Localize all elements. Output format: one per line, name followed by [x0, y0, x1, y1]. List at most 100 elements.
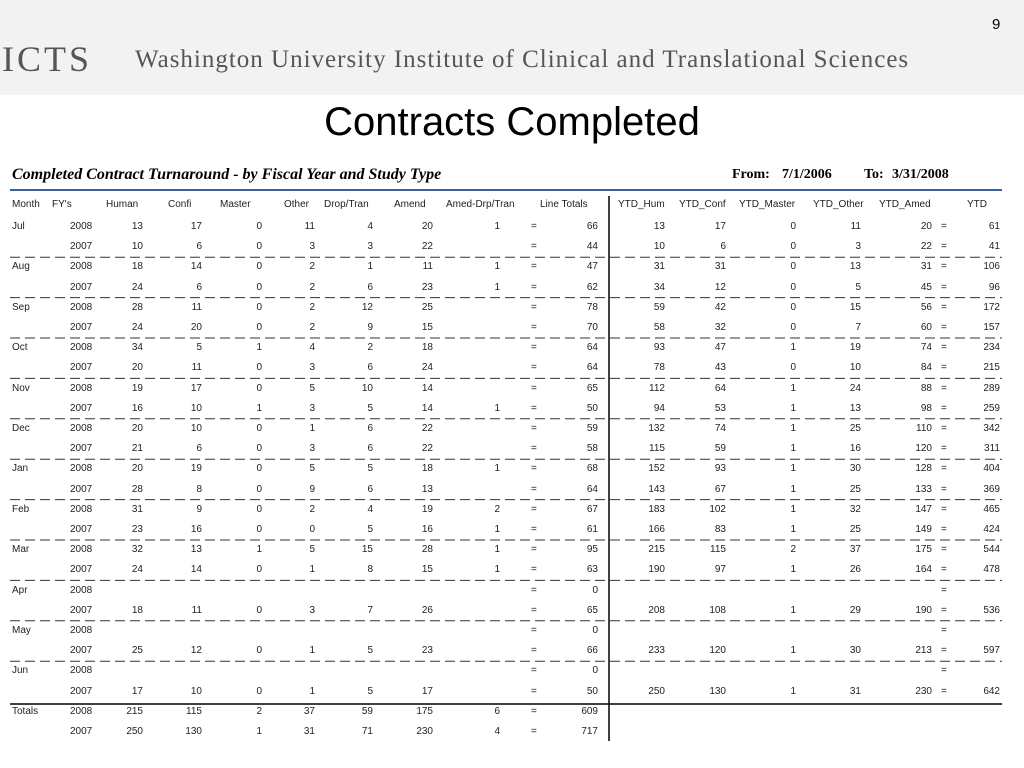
- table-cell: =: [941, 382, 947, 394]
- table-cell: 143: [648, 483, 665, 495]
- table-cell: =: [941, 301, 947, 313]
- table-cell: 16: [421, 524, 433, 535]
- table-cell: 26: [849, 564, 861, 576]
- table-cell: 5: [367, 524, 373, 535]
- table-cell: 1: [256, 342, 262, 354]
- table-cell: =: [941, 685, 947, 697]
- table-cell: 2007: [70, 402, 93, 414]
- table-cell: 25: [849, 483, 861, 495]
- table-cell: 175: [416, 705, 433, 717]
- column-header: YTD_Master: [739, 199, 796, 210]
- table-cell: 0: [592, 665, 598, 677]
- table-cell: 2007: [70, 443, 93, 455]
- table-cell: 93: [653, 342, 665, 354]
- table-cell: 215: [126, 705, 143, 717]
- table-cell: 0: [790, 301, 796, 313]
- table-cell: 2008: [70, 625, 93, 636]
- table-cell: 106: [983, 261, 1000, 273]
- table-cell: 147: [915, 503, 932, 515]
- table-cell: =: [941, 665, 947, 677]
- table-cell: =: [941, 221, 947, 232]
- table-cell: 30: [849, 645, 861, 657]
- table-cell: =: [531, 382, 537, 394]
- table-cell: =: [531, 342, 537, 354]
- column-header: Amed-Drp/Tran: [446, 199, 515, 210]
- table-cell: =: [531, 362, 537, 374]
- table-cell: =: [531, 726, 537, 737]
- table-cell: 213: [915, 645, 932, 657]
- column-header: YTD_Hum: [618, 199, 665, 210]
- table-cell: 0: [256, 685, 262, 697]
- table-cell: 59: [361, 705, 373, 717]
- table-cell: 1: [494, 281, 500, 293]
- table-cell: =: [941, 645, 947, 657]
- table-cell: 230: [416, 726, 433, 737]
- table-cell: 28: [421, 544, 433, 556]
- table-cell: 0: [256, 423, 262, 434]
- table-cell: 0: [790, 221, 796, 232]
- table-cell: 63: [586, 564, 598, 576]
- table-cell: 0: [309, 524, 315, 535]
- table-cell: 66: [586, 645, 598, 657]
- table-cell: 17: [190, 382, 202, 394]
- to-date: 3/31/2008: [892, 167, 949, 182]
- table-cell: 7: [855, 322, 861, 333]
- table-cell: 108: [709, 604, 726, 616]
- table-cell: 1: [309, 564, 315, 576]
- table-cell: 0: [592, 625, 598, 636]
- table-cell: 28: [131, 301, 143, 313]
- table-cell: 22: [421, 443, 433, 455]
- table-cell: 10: [190, 685, 202, 697]
- table-cell: 115: [649, 443, 665, 455]
- table-cell: 18: [131, 604, 143, 616]
- table-cell: 6: [196, 443, 202, 455]
- logo: ICTS: [2, 39, 93, 79]
- table-cell: 0: [790, 281, 796, 293]
- table-cell: 1: [494, 564, 500, 576]
- table-cell: 1: [790, 463, 796, 475]
- column-header: Other: [284, 199, 310, 210]
- table-cell: 2007: [70, 483, 93, 495]
- from-date: 7/1/2006: [782, 167, 832, 182]
- table-cell: 16: [849, 443, 861, 455]
- table-cell: 32: [714, 322, 726, 333]
- table-cell: 5: [367, 402, 373, 414]
- table-cell: 597: [983, 645, 1000, 657]
- table-cell: 6: [196, 241, 202, 253]
- table-cell: 34: [653, 281, 665, 293]
- table-cell: 2: [309, 301, 315, 313]
- table-cell: 2: [494, 503, 500, 515]
- table-cell: 10: [653, 241, 665, 253]
- table-cell: Jan: [12, 463, 29, 475]
- table-cell: 1: [256, 402, 262, 414]
- table-cell: 183: [648, 503, 665, 515]
- table-cell: 112: [649, 382, 665, 394]
- table-cell: 6: [367, 423, 373, 434]
- table-cell: 67: [714, 483, 726, 495]
- table-cell: 172: [983, 301, 1000, 313]
- table-cell: 6: [494, 705, 500, 717]
- table-cell: =: [531, 241, 537, 253]
- table-cell: 9: [309, 483, 315, 495]
- table-cell: =: [531, 463, 537, 475]
- table-cell: =: [941, 483, 947, 495]
- table-cell: 5: [855, 281, 861, 293]
- table-cell: 42: [714, 301, 726, 313]
- table-cell: 19: [849, 342, 861, 354]
- table-cell: 0: [256, 301, 262, 313]
- table-cell: 14: [190, 564, 202, 576]
- table-cell: 110: [916, 423, 932, 434]
- table-cell: 13: [849, 261, 861, 273]
- table-cell: 2007: [70, 726, 93, 737]
- table-cell: 190: [648, 564, 665, 576]
- table-cell: 2007: [70, 241, 93, 253]
- table-cell: =: [531, 705, 537, 717]
- table-cell: 0: [790, 362, 796, 374]
- table-cell: 65: [586, 604, 598, 616]
- table-cell: 2007: [70, 685, 93, 697]
- table-cell: 58: [653, 322, 665, 333]
- table-cell: 50: [586, 402, 598, 414]
- table-cell: 83: [714, 524, 726, 535]
- table-cell: 230: [915, 685, 932, 697]
